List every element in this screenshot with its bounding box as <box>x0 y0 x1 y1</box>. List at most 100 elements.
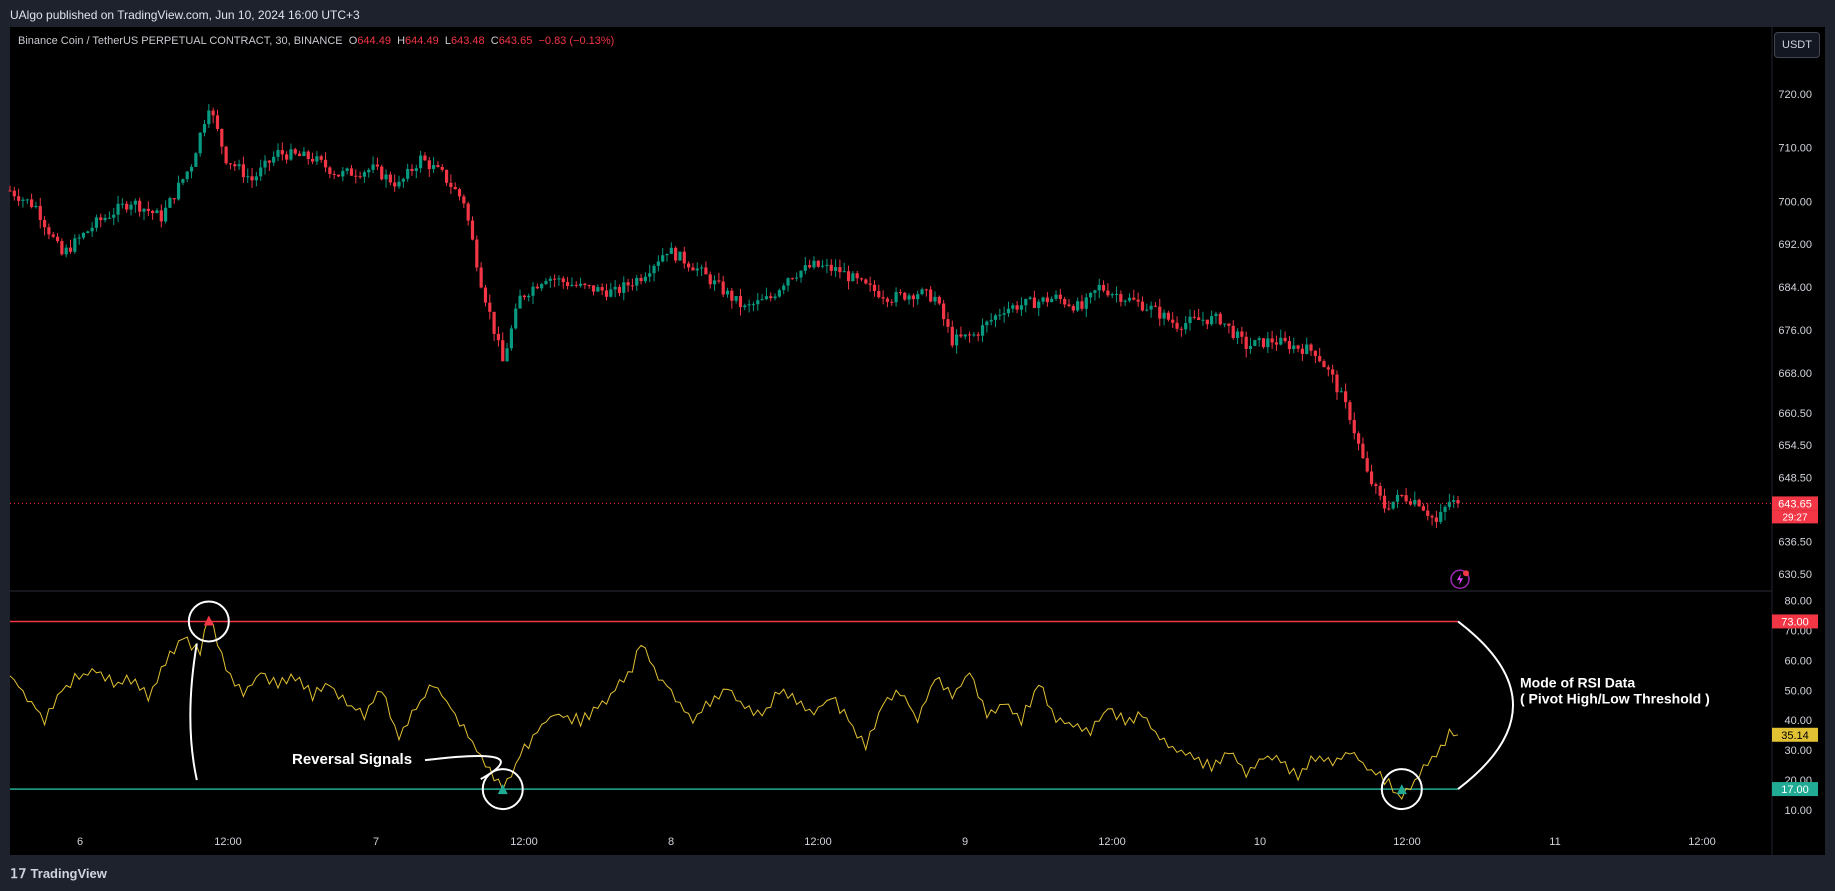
candle-body <box>782 285 786 291</box>
candle-body <box>1214 313 1218 317</box>
candle-body <box>64 247 68 255</box>
candle-body <box>479 267 483 288</box>
candle-body <box>1322 361 1326 368</box>
candle-body <box>1084 297 1088 309</box>
candle-body <box>600 287 604 291</box>
candle-body <box>980 325 985 336</box>
candle-body <box>907 295 911 300</box>
candle-body <box>553 278 557 280</box>
candle-body <box>220 128 224 147</box>
candle-body <box>362 172 367 177</box>
tradingview-logo[interactable]: 𝟣𝟩 TradingView <box>10 866 107 882</box>
candle-body <box>129 204 133 210</box>
open-label: O <box>348 35 358 47</box>
candle-body <box>1175 322 1179 329</box>
candle-body <box>1162 312 1166 319</box>
high-value: 644.49 <box>405 35 439 47</box>
candle-body <box>1439 511 1443 522</box>
candle-body <box>1119 294 1123 302</box>
candle-body <box>522 295 526 298</box>
candle-body <box>233 164 237 167</box>
candle-body <box>1287 341 1292 350</box>
symbol-title[interactable]: Binance Coin / TetherUS PERPETUAL CONTRA… <box>18 35 343 47</box>
top-bar <box>0 0 1835 27</box>
price-tick-label: 630.50 <box>1778 569 1812 581</box>
candle-body <box>989 319 993 322</box>
candle-body <box>1071 306 1075 311</box>
candle-body <box>911 295 915 300</box>
candle-body <box>483 287 488 303</box>
candle-body <box>808 265 812 268</box>
candle-body <box>1093 290 1097 293</box>
lower-threshold-label: 17.00 <box>1781 784 1809 796</box>
candle-body <box>1235 331 1240 338</box>
candle-body <box>1218 313 1222 325</box>
candle-body <box>674 247 678 261</box>
candle-body <box>8 190 12 192</box>
candle-body <box>933 296 937 302</box>
candle-body <box>1352 419 1356 434</box>
candle-body <box>1391 501 1395 509</box>
candle-body <box>535 286 539 289</box>
rsi-value-badge <box>1772 727 1818 742</box>
candle-body <box>596 287 600 292</box>
time-tick-label: 12:00 <box>510 836 538 848</box>
chart-area[interactable] <box>10 27 1825 855</box>
candle-body <box>38 205 42 220</box>
candle-body <box>298 153 302 157</box>
candle-body <box>583 283 587 286</box>
low-label: L <box>444 35 451 47</box>
candle-body <box>1132 297 1136 300</box>
candle-body <box>1408 501 1413 505</box>
candle-body <box>1136 299 1140 302</box>
candle-body <box>427 160 431 170</box>
candle-body <box>77 237 81 239</box>
candle-body <box>1024 298 1028 306</box>
time-tick-label: 8 <box>668 836 674 848</box>
candle-body <box>310 159 315 162</box>
candle-body <box>859 278 864 280</box>
candle-body <box>955 334 959 346</box>
candle-body <box>544 280 548 285</box>
candle-body <box>358 176 362 178</box>
candles <box>8 104 1460 528</box>
candle-body <box>34 205 38 208</box>
candle-body <box>760 299 764 301</box>
candle-body <box>263 160 267 168</box>
currency-button[interactable]: USDT <box>1774 32 1820 58</box>
candle-body <box>1348 402 1352 420</box>
candle-body <box>1222 323 1227 325</box>
candle-body <box>877 290 881 298</box>
candle-body <box>1296 345 1300 349</box>
candle-body <box>1417 499 1421 507</box>
candle-body <box>1361 443 1365 459</box>
candle-body <box>916 294 920 300</box>
candle-body <box>1331 369 1335 375</box>
candle-body <box>1266 338 1270 348</box>
candle-body <box>155 210 159 214</box>
lightning-icon <box>1450 569 1470 590</box>
candle-body <box>846 271 851 282</box>
time-tick-label: 6 <box>77 836 83 848</box>
candle-body <box>967 334 972 336</box>
candle-body <box>1292 345 1296 350</box>
time-tick-label: 7 <box>373 836 379 848</box>
candle-body <box>246 176 250 178</box>
candle-body <box>898 292 903 294</box>
candle-body <box>626 282 630 286</box>
candle-body <box>1149 305 1153 310</box>
candle-body <box>872 284 877 291</box>
candle-body <box>730 290 734 301</box>
candle-body <box>976 334 980 336</box>
candle-body <box>164 207 168 222</box>
price-tick-label: 710.00 <box>1778 143 1812 155</box>
candle-body <box>1452 500 1456 502</box>
symbol-legend: Binance Coin / TetherUS PERPETUAL CONTRA… <box>18 35 614 47</box>
price-tick-label: 668.00 <box>1778 368 1812 380</box>
candle-body <box>833 267 838 271</box>
candle-body <box>717 280 721 282</box>
candle-body <box>764 296 769 300</box>
candle-body <box>656 261 660 266</box>
candle-body <box>756 300 760 305</box>
candle-body <box>125 203 129 210</box>
